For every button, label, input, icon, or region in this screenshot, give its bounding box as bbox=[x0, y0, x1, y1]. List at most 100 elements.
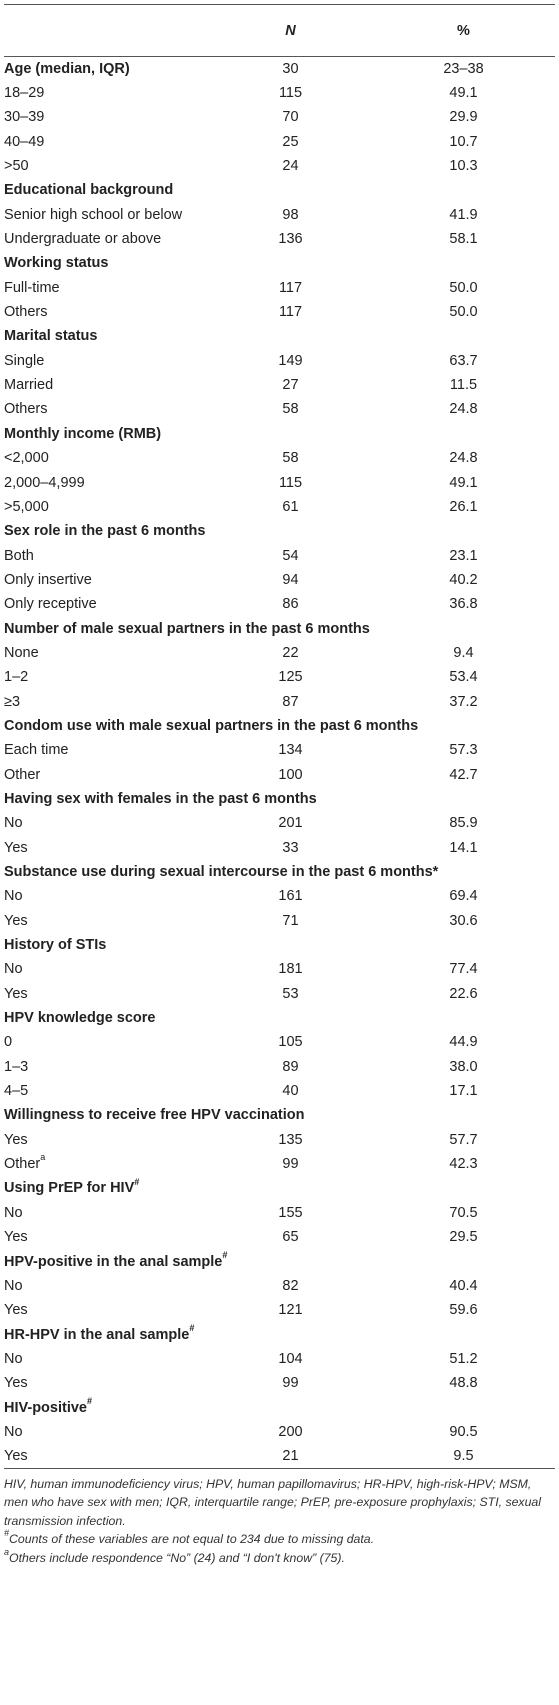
table-row: ≥3 87 37.2 bbox=[4, 689, 555, 713]
section-row: Number of male sexual partners in the pa… bbox=[4, 616, 555, 640]
row-n: 115 bbox=[278, 474, 303, 491]
row-n: 54 bbox=[282, 547, 299, 564]
row-n: 87 bbox=[282, 693, 299, 710]
row-percent: 22.6 bbox=[449, 985, 478, 1002]
row-n: 94 bbox=[282, 571, 299, 588]
row-percent: 53.4 bbox=[449, 669, 478, 686]
row-percent: 50.0 bbox=[449, 304, 478, 321]
row-label-cell: Age (median, IQR) bbox=[4, 57, 209, 81]
row-label: Only insertive bbox=[4, 571, 92, 588]
row-label-cell: No bbox=[4, 957, 209, 981]
row-percent bbox=[372, 1176, 555, 1200]
table-row: Only insertive 94 40.2 bbox=[4, 568, 555, 592]
row-percent: 40.4 bbox=[449, 1277, 478, 1294]
row-percent bbox=[372, 1103, 555, 1127]
row-percent bbox=[372, 519, 555, 543]
row-label-cell: No bbox=[4, 1420, 209, 1444]
row-n: 61 bbox=[282, 498, 299, 515]
row-percent: 57.3 bbox=[449, 742, 478, 759]
table-row: Yes 71 30.6 bbox=[4, 909, 555, 933]
table-row: >5,000 61 26.1 bbox=[4, 495, 555, 519]
row-label: Yes bbox=[4, 1448, 28, 1465]
row-label: Yes bbox=[4, 1229, 28, 1246]
table-row: Yes 135 57.7 bbox=[4, 1128, 555, 1152]
row-percent: 41.9 bbox=[449, 206, 478, 223]
row-label: Yes bbox=[4, 912, 28, 929]
row-label-cell: 2,000–4,999 bbox=[4, 470, 209, 494]
row-label-cell: Yes bbox=[4, 909, 209, 933]
row-n: 181 bbox=[278, 961, 303, 978]
row-n: 40 bbox=[282, 1083, 299, 1100]
row-percent: 9.4 bbox=[453, 644, 474, 661]
row-n bbox=[209, 324, 372, 348]
row-percent bbox=[372, 1249, 555, 1273]
table-row: No 201 85.9 bbox=[4, 811, 555, 835]
row-label-cell: Yes bbox=[4, 1225, 209, 1249]
row-label: Other bbox=[4, 1156, 41, 1173]
row-label: Single bbox=[4, 352, 45, 369]
row-label-cell: 4–5 bbox=[4, 1079, 209, 1103]
table-notes: HIV, human immunodeficiency virus; HPV, … bbox=[4, 1469, 552, 1568]
row-percent: 49.1 bbox=[449, 85, 478, 102]
row-label-cell: Substance use during sexual intercourse … bbox=[4, 860, 438, 884]
row-percent bbox=[372, 178, 555, 202]
row-label-cell: <2,000 bbox=[4, 446, 209, 470]
row-label-cell: 1–3 bbox=[4, 1055, 209, 1079]
row-percent bbox=[372, 787, 555, 811]
row-label-cell: Both bbox=[4, 543, 209, 567]
row-n: 27 bbox=[282, 377, 299, 394]
row-n: 136 bbox=[278, 231, 303, 248]
row-percent: 50.0 bbox=[449, 279, 478, 296]
row-label-cell: HPV knowledge score bbox=[4, 1006, 209, 1030]
row-label: 18–29 bbox=[4, 85, 45, 102]
row-n: 99 bbox=[282, 1375, 299, 1392]
section-row: Substance use during sexual intercourse … bbox=[4, 860, 555, 884]
row-percent: 23.1 bbox=[449, 547, 478, 564]
row-n: 82 bbox=[282, 1277, 299, 1294]
row-label-cell: Condom use with male sexual partners in … bbox=[4, 714, 418, 738]
row-label: ≥3 bbox=[4, 693, 21, 710]
row-label: No bbox=[4, 1423, 23, 1440]
row-label: No bbox=[4, 1350, 23, 1367]
table-row: 40–49 25 10.7 bbox=[4, 130, 555, 154]
table-row: <2,000 58 24.8 bbox=[4, 446, 555, 470]
row-label: >50 bbox=[4, 158, 29, 175]
row-percent: 29.5 bbox=[449, 1229, 478, 1246]
row-percent bbox=[372, 422, 555, 446]
row-label-cell: 0 bbox=[4, 1030, 209, 1054]
row-label-cell: Sex role in the past 6 months bbox=[4, 519, 209, 543]
section-row: HPV-positive in the anal sample# bbox=[4, 1249, 555, 1273]
row-n bbox=[209, 1176, 372, 1200]
table-row: No 200 90.5 bbox=[4, 1420, 555, 1444]
table-row: No 155 70.5 bbox=[4, 1201, 555, 1225]
section-row: HR-HPV in the anal sample# bbox=[4, 1322, 555, 1346]
row-label-cell: Only insertive bbox=[4, 568, 209, 592]
row-label-cell: Married bbox=[4, 373, 209, 397]
row-label-cell: Yes bbox=[4, 1371, 209, 1395]
table-row: 0 105 44.9 bbox=[4, 1030, 555, 1054]
missing-data-note: #Counts of these variables are not equal… bbox=[4, 1529, 552, 1549]
row-label-footnote-mark: # bbox=[222, 1249, 228, 1260]
row-n: 21 bbox=[209, 1444, 372, 1469]
row-n: 161 bbox=[278, 888, 303, 905]
row-label: History of STIs bbox=[4, 937, 107, 954]
row-label: No bbox=[4, 961, 23, 978]
row-percent: 29.9 bbox=[449, 109, 478, 126]
row-percent: 90.5 bbox=[449, 1423, 478, 1440]
row-n bbox=[209, 933, 372, 957]
row-label-cell: History of STIs bbox=[4, 933, 209, 957]
row-label-cell: ≥3 bbox=[4, 689, 209, 713]
row-label: 30–39 bbox=[4, 109, 45, 126]
table-row: Yes 53 22.6 bbox=[4, 982, 555, 1006]
row-percent: 59.6 bbox=[449, 1302, 478, 1319]
row-label: HPV knowledge score bbox=[4, 1010, 156, 1027]
table-row: Yes 99 48.8 bbox=[4, 1371, 555, 1395]
row-label-cell: Full-time bbox=[4, 276, 209, 300]
row-percent: 17.1 bbox=[449, 1083, 478, 1100]
row-label: Married bbox=[4, 377, 54, 394]
section-row: Sex role in the past 6 months bbox=[4, 519, 555, 543]
row-percent bbox=[372, 324, 555, 348]
note-mark-a: a bbox=[4, 1546, 10, 1557]
row-label-cell: 40–49 bbox=[4, 130, 209, 154]
row-label: HR-HPV in the anal sample bbox=[4, 1326, 190, 1343]
